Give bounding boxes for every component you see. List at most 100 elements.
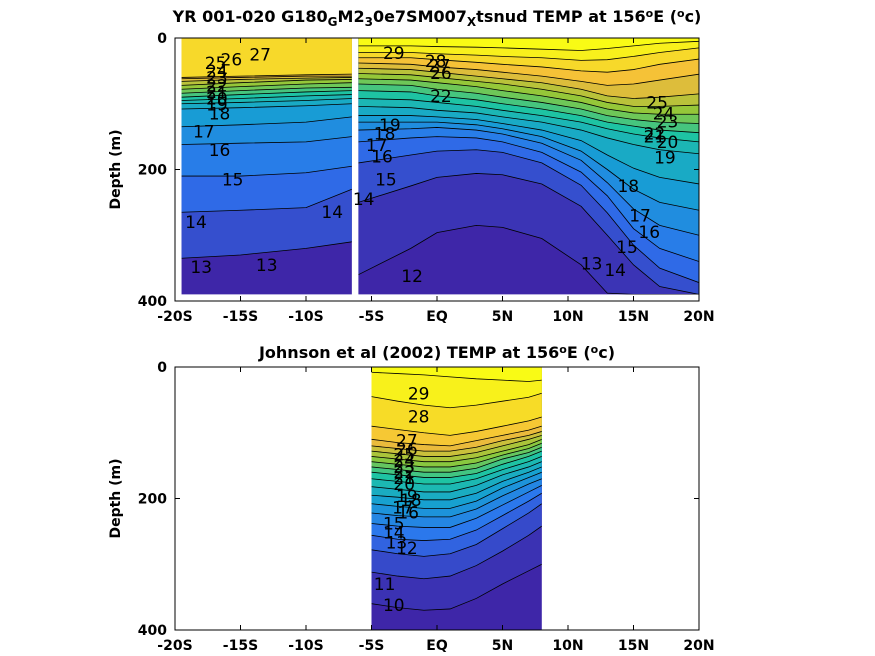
- contour-19: [181, 98, 352, 105]
- x-tick-label: 10N: [552, 638, 583, 654]
- x-tick-label: -10S: [288, 309, 323, 325]
- contour-26: [358, 62, 699, 86]
- contour-label: 15: [375, 170, 397, 190]
- band-29: [358, 38, 699, 51]
- contour-label: 16: [371, 147, 393, 167]
- contour-22: [181, 86, 352, 94]
- contour-label: 25: [393, 445, 415, 465]
- contour-label: 12: [401, 267, 423, 287]
- contour-label: 23: [657, 113, 679, 133]
- contour-24: [181, 79, 352, 86]
- contour-label: 14: [353, 190, 375, 210]
- band-29: [371, 367, 542, 382]
- contour-27: [181, 73, 352, 78]
- contour-label: 18: [400, 491, 422, 511]
- contour-14: [371, 484, 542, 528]
- contour-label: 14: [185, 213, 207, 233]
- contour-26: [181, 75, 352, 80]
- panel-top: -20S -15S -10S -5S EQ 5N 10N 15N 20N 0 200 400 Depth…: [108, 7, 715, 325]
- contour-13: [181, 241, 352, 259]
- contour-label: 25: [205, 54, 227, 74]
- y-axis-label: Depth (m): [108, 129, 124, 209]
- panel-bottom: -20S -15S -10S -5S EQ 5N 10N 15N 20N 0 200 400 Depth…: [108, 343, 715, 654]
- contour-25: [181, 77, 352, 82]
- contour-27: [358, 57, 699, 73]
- contour-label: 13: [190, 258, 212, 278]
- contour-23: [371, 438, 542, 463]
- x-tick-label: 15N: [618, 309, 649, 325]
- contour-27: [371, 416, 542, 436]
- contour-23: [181, 82, 352, 90]
- contour-14: [181, 188, 352, 213]
- x-tick-label: 15N: [618, 638, 649, 654]
- contour-label: 18: [374, 124, 396, 144]
- contour-21: [371, 446, 542, 473]
- contour-label: 22: [206, 76, 228, 96]
- x-tick-label: -15S: [223, 638, 258, 654]
- contour-label: 22: [644, 124, 666, 144]
- contour-21: [358, 90, 699, 134]
- chart-title: Johnson et al (2002) TEMP at 156oE (oc): [258, 343, 615, 362]
- contour-label: 18: [617, 177, 639, 197]
- y-tick-label: 200: [138, 492, 167, 508]
- x-tick-label: 5N: [492, 309, 513, 325]
- x-tick-label: -5S: [359, 309, 385, 325]
- contour-15: [181, 165, 352, 177]
- contour-14: [358, 149, 699, 283]
- contour-19: [371, 456, 542, 485]
- contour-22: [371, 442, 542, 468]
- contour-29: [358, 40, 699, 51]
- contour-24: [371, 434, 542, 457]
- y-tick-label: 200: [138, 163, 167, 179]
- contour-16: [371, 471, 542, 509]
- contour-21: [181, 90, 352, 98]
- y-tick-label: 400: [138, 623, 167, 639]
- contour-label: 27: [429, 57, 451, 77]
- contour-20: [371, 450, 542, 478]
- contour-25: [371, 431, 542, 452]
- contour-20: [358, 98, 699, 143]
- contour-label: 19: [654, 149, 676, 169]
- contour-20: [181, 94, 352, 101]
- contour-13: [371, 492, 542, 541]
- contour-label: 13: [386, 534, 408, 554]
- contour-label: 16: [638, 223, 660, 243]
- contour-label: 16: [209, 141, 231, 161]
- contour-28: [371, 392, 542, 409]
- contour-label: 27: [396, 432, 418, 452]
- contour-17: [181, 116, 352, 128]
- contour-label: 11: [374, 575, 396, 595]
- x-tick-label: EQ: [426, 638, 448, 654]
- contour-label: 20: [393, 475, 415, 495]
- contour-18: [371, 461, 542, 493]
- contour-label: 21: [393, 469, 415, 489]
- contour-label: 28: [408, 407, 430, 427]
- contour-label: 17: [366, 136, 388, 156]
- contour-label: 25: [646, 93, 668, 113]
- x-tick-label: -10S: [288, 638, 323, 654]
- contour-22: [358, 83, 699, 124]
- contour-16: [181, 136, 352, 145]
- contour-18: [181, 103, 352, 110]
- contour-label: 15: [222, 170, 244, 190]
- contour-label: 27: [249, 45, 271, 65]
- contour-label: 19: [396, 487, 418, 507]
- contour-label: 22: [393, 463, 415, 483]
- contour-label: 13: [256, 256, 278, 276]
- contour-13: [358, 173, 699, 295]
- y-tick-label: 0: [157, 31, 167, 47]
- x-tick-label: -20S: [157, 309, 192, 325]
- x-tick-label: 5N: [492, 638, 513, 654]
- contour-label: 21: [206, 83, 228, 103]
- contour-label: 24: [653, 105, 675, 125]
- contour-label: 17: [193, 122, 215, 142]
- contour-label: 17: [392, 499, 414, 519]
- temperature-field: [371, 367, 542, 630]
- contour-label: 20: [206, 89, 228, 109]
- contour-26: [371, 425, 542, 447]
- contour-label: 15: [616, 238, 638, 258]
- contour-17: [358, 121, 699, 211]
- contour-label: 23: [393, 457, 415, 477]
- contour-25: [358, 67, 699, 99]
- contour-label: 18: [209, 105, 231, 125]
